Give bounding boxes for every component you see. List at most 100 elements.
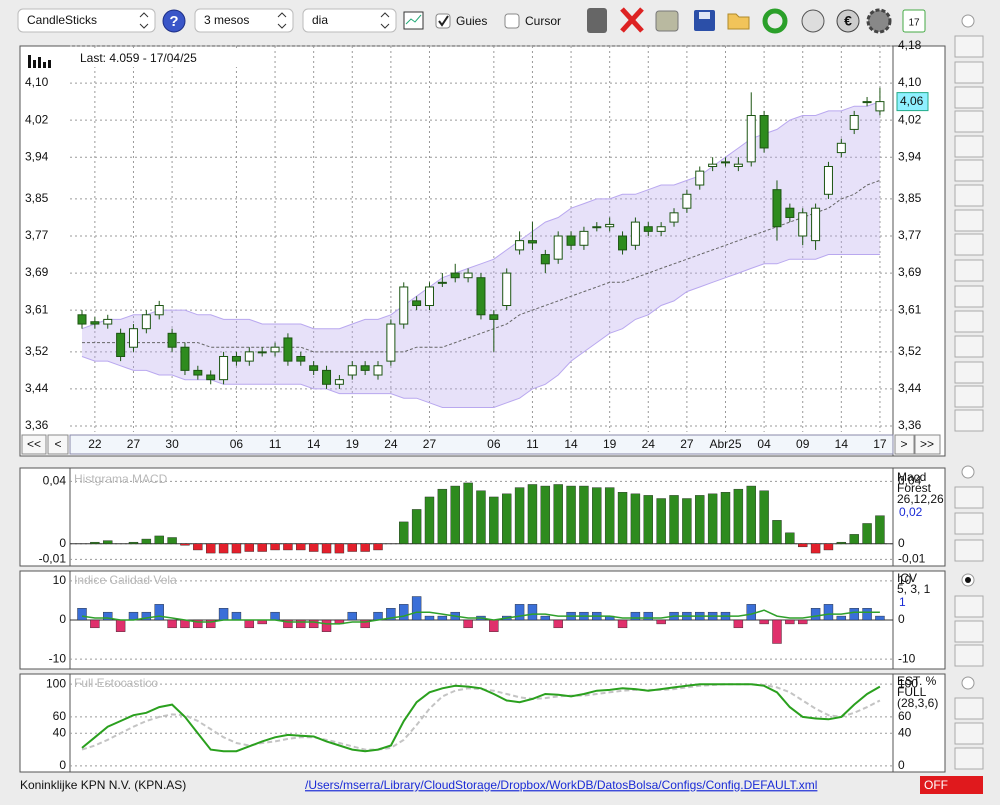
trash-button[interactable] xyxy=(587,8,607,33)
candle-body xyxy=(360,365,370,371)
chart-icon-glyph xyxy=(405,14,422,25)
tool-button[interactable] xyxy=(954,110,984,133)
candle-body xyxy=(437,281,447,284)
bar xyxy=(424,496,435,544)
currency-button[interactable] xyxy=(801,9,825,33)
bar xyxy=(103,611,113,621)
bar xyxy=(154,535,164,544)
tool-button[interactable] xyxy=(954,209,984,232)
candle-body xyxy=(309,365,319,371)
radio[interactable] xyxy=(961,465,975,479)
bar xyxy=(785,619,795,625)
bar xyxy=(77,608,87,621)
tool-button[interactable] xyxy=(954,61,984,84)
bar xyxy=(180,543,190,546)
checkbox[interactable] xyxy=(504,13,520,29)
candle-body xyxy=(334,379,344,385)
candle-body xyxy=(605,223,615,228)
tool-button[interactable] xyxy=(954,361,984,384)
tool-button[interactable] xyxy=(954,486,984,509)
y-tick-label: 0 xyxy=(59,758,66,772)
next-button[interactable] xyxy=(894,434,915,455)
candle-body xyxy=(167,332,177,348)
first-button[interactable] xyxy=(21,434,47,455)
candle-body xyxy=(708,163,718,167)
bar xyxy=(810,543,821,554)
euro-button[interactable] xyxy=(836,9,860,33)
x-tick-label: 11 xyxy=(269,437,282,451)
radio[interactable] xyxy=(961,676,975,690)
open-button[interactable] xyxy=(727,13,750,30)
x-tick-label: 22 xyxy=(88,437,102,451)
tool-button[interactable] xyxy=(954,259,984,282)
band-middle xyxy=(82,179,881,353)
checkbox-label: Cursor xyxy=(525,14,561,28)
tool-button[interactable] xyxy=(954,159,984,182)
tool-button[interactable] xyxy=(954,539,984,562)
bar xyxy=(630,493,641,544)
legend-text: 26,12,26 xyxy=(897,492,944,506)
bar xyxy=(360,619,370,629)
x-tick-label: 27 xyxy=(423,437,437,451)
candle-body xyxy=(424,286,434,307)
tool-button[interactable] xyxy=(954,697,984,720)
tool-button[interactable] xyxy=(954,620,984,643)
y-tick-label: 3,94 xyxy=(898,149,922,163)
radio[interactable] xyxy=(961,14,975,28)
x-tick-label: 24 xyxy=(384,437,398,451)
tool-button[interactable] xyxy=(954,335,984,358)
bar xyxy=(682,498,692,544)
y-tick-label: 4,02 xyxy=(898,112,922,126)
prev-button[interactable] xyxy=(47,434,69,455)
tool-button[interactable] xyxy=(954,385,984,408)
tool-button[interactable] xyxy=(954,135,984,158)
bar xyxy=(798,543,808,548)
tool-button[interactable] xyxy=(954,409,984,432)
bar xyxy=(772,619,782,644)
bar xyxy=(617,619,628,629)
period-select[interactable] xyxy=(194,8,294,33)
tool-button[interactable] xyxy=(954,512,984,535)
candle-body xyxy=(862,101,872,104)
candle-body xyxy=(502,272,512,307)
bar xyxy=(476,490,486,544)
bar xyxy=(875,515,885,544)
tool-button[interactable] xyxy=(954,285,984,308)
interval-select[interactable] xyxy=(302,8,397,33)
bar xyxy=(296,543,306,551)
bar xyxy=(630,611,641,621)
print-button[interactable] xyxy=(655,10,679,32)
config-path[interactable]: /Users/mserra/Library/CloudStorage/Dropb… xyxy=(305,778,817,792)
bar xyxy=(527,604,538,621)
calendar-button[interactable] xyxy=(902,9,926,33)
toolbar: CandleSticks ? 3 mesos dia Guies Cursor €… xyxy=(17,7,926,34)
chart-type-select[interactable] xyxy=(17,8,156,33)
y-tick-label: 0 xyxy=(898,612,905,626)
tool-button[interactable] xyxy=(954,35,984,58)
tool-button[interactable] xyxy=(954,722,984,745)
candle-body xyxy=(450,272,460,279)
bar xyxy=(656,498,666,544)
tool-button[interactable] xyxy=(954,644,984,667)
date-strip xyxy=(69,434,894,455)
settings-button[interactable] xyxy=(866,8,892,34)
y-tick-label: 3,77 xyxy=(898,228,922,242)
tool-button[interactable] xyxy=(954,747,984,770)
tool-button[interactable] xyxy=(954,310,984,333)
y-tick-label: 3,36 xyxy=(25,418,49,432)
help-button[interactable] xyxy=(162,9,186,33)
bar xyxy=(321,543,332,554)
candle-body xyxy=(154,305,164,316)
refresh-button[interactable] xyxy=(762,8,788,34)
tool-button[interactable] xyxy=(954,184,984,207)
legend-text: (28,3,6) xyxy=(897,696,938,710)
bar xyxy=(823,604,834,621)
x-tick-label: 27 xyxy=(127,437,141,451)
last-button[interactable] xyxy=(914,434,941,455)
tool-button[interactable] xyxy=(954,595,984,618)
bar xyxy=(656,619,666,625)
tool-button[interactable] xyxy=(954,233,984,256)
candle-body xyxy=(206,374,216,381)
tool-button[interactable] xyxy=(954,86,984,109)
delete-button[interactable] xyxy=(620,7,644,33)
